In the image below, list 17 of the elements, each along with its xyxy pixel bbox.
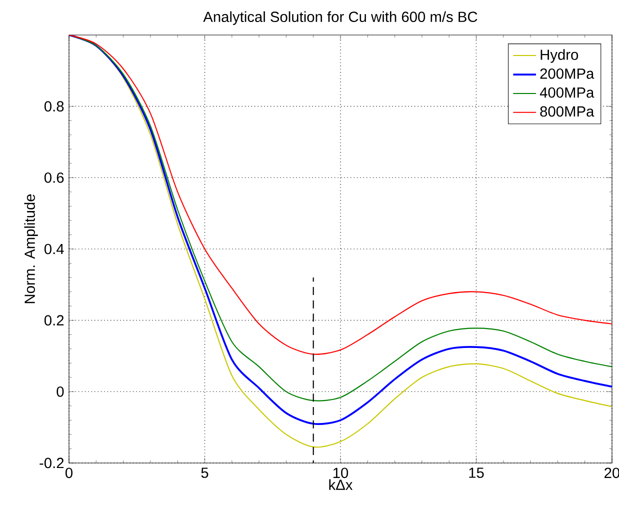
x-tick-label: 0 <box>65 468 72 478</box>
x-tick-label: 5 <box>201 468 208 478</box>
chart-title: Analytical Solution for Cu with 600 m/s BC <box>203 11 478 25</box>
y-tick-label: 0.2 <box>44 315 64 326</box>
legend-label: 400MPa <box>540 87 594 98</box>
x-tick-label: 10 <box>333 468 348 478</box>
x-axis-title: kΔx <box>329 479 353 490</box>
legend-label: Hydro <box>540 49 578 63</box>
y-axis-title: Norm. Amplitude <box>24 194 38 304</box>
x-tick-label: 15 <box>469 468 484 478</box>
y-tick-label: 0.4 <box>44 244 64 254</box>
y-tick-label: -0.2 <box>40 458 64 468</box>
legend-label: 800MPa <box>540 106 594 117</box>
y-tick-label: 0.8 <box>44 101 64 112</box>
legend-label: 200MPa <box>540 68 594 79</box>
y-tick-label: 0 <box>56 386 64 397</box>
y-tick-label: 0.6 <box>44 172 64 183</box>
